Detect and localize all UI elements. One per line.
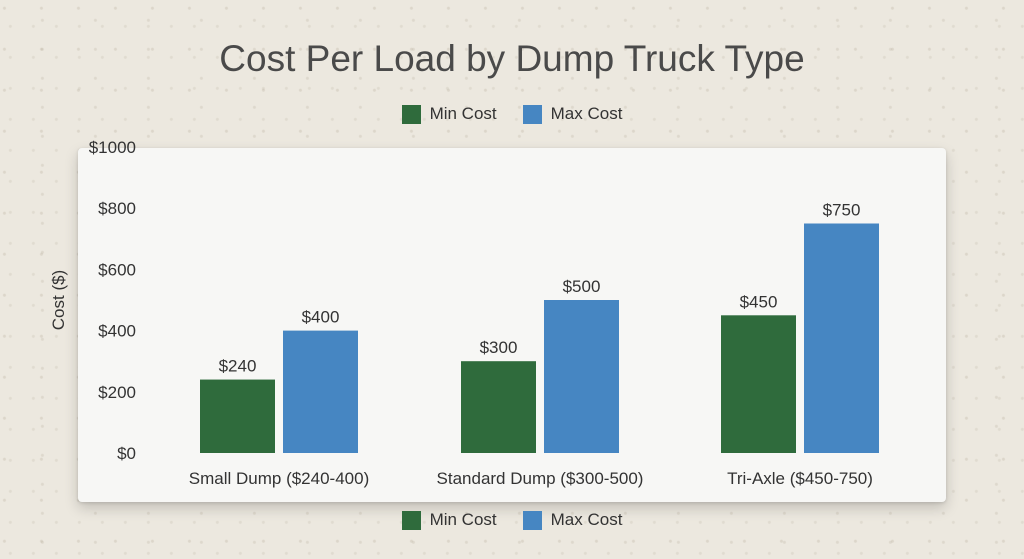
y-tick-label: $1000 <box>89 138 136 157</box>
bars: $240 $400 $300 $500 $450 $750 <box>200 201 879 453</box>
bar-min-cost <box>461 361 536 453</box>
y-axis-ticks: $0 $200 $400 $600 $800 $1000 <box>89 138 136 463</box>
legend-item-min-cost: Min Cost <box>401 510 497 530</box>
x-tick-label: Standard Dump ($300-500) <box>437 469 644 488</box>
bar-value-label: $240 <box>219 357 257 376</box>
legend-item-max-cost: Max Cost <box>522 104 623 124</box>
bar-max-cost <box>544 300 619 453</box>
bar-max-cost <box>283 330 358 453</box>
legend-label-min-cost: Min Cost <box>429 510 497 529</box>
y-tick-label: $0 <box>117 444 136 463</box>
legend-item-max-cost: Max Cost <box>522 510 623 530</box>
bar-value-label: $400 <box>302 308 340 327</box>
legend-label-max-cost: Max Cost <box>550 510 623 529</box>
legend-swatch-min-cost <box>401 510 421 530</box>
x-axis-ticks: Small Dump ($240-400) Standard Dump ($300… <box>189 469 873 488</box>
y-tick-label: $200 <box>98 383 136 402</box>
y-axis-title: Cost ($) <box>49 270 68 330</box>
bar-max-cost <box>804 223 879 453</box>
bar-min-cost <box>721 315 796 453</box>
bar-value-label: $450 <box>740 292 778 311</box>
y-tick-label: $800 <box>98 199 136 218</box>
x-tick-label: Tri-Axle ($450-750) <box>727 469 873 488</box>
legend-swatch-max-cost <box>522 510 542 530</box>
legend-label-min-cost: Min Cost <box>429 104 497 123</box>
bar-value-label: $500 <box>563 277 601 296</box>
legend-bottom: Min Cost Max Cost <box>0 510 1024 530</box>
legend-top: Min Cost Max Cost <box>0 104 1024 124</box>
legend-item-min-cost: Min Cost <box>401 104 497 124</box>
x-tick-label: Small Dump ($240-400) <box>189 469 369 488</box>
legend-swatch-max-cost <box>522 104 542 124</box>
legend-label-max-cost: Max Cost <box>550 104 623 123</box>
y-tick-label: $400 <box>98 322 136 341</box>
bar-value-label: $300 <box>480 338 518 357</box>
bar-min-cost <box>200 379 275 453</box>
y-tick-label: $600 <box>98 260 136 279</box>
chart-title: Cost Per Load by Dump Truck Type <box>219 38 805 79</box>
legend-swatch-min-cost <box>401 104 421 124</box>
bar-value-label: $750 <box>823 201 861 220</box>
